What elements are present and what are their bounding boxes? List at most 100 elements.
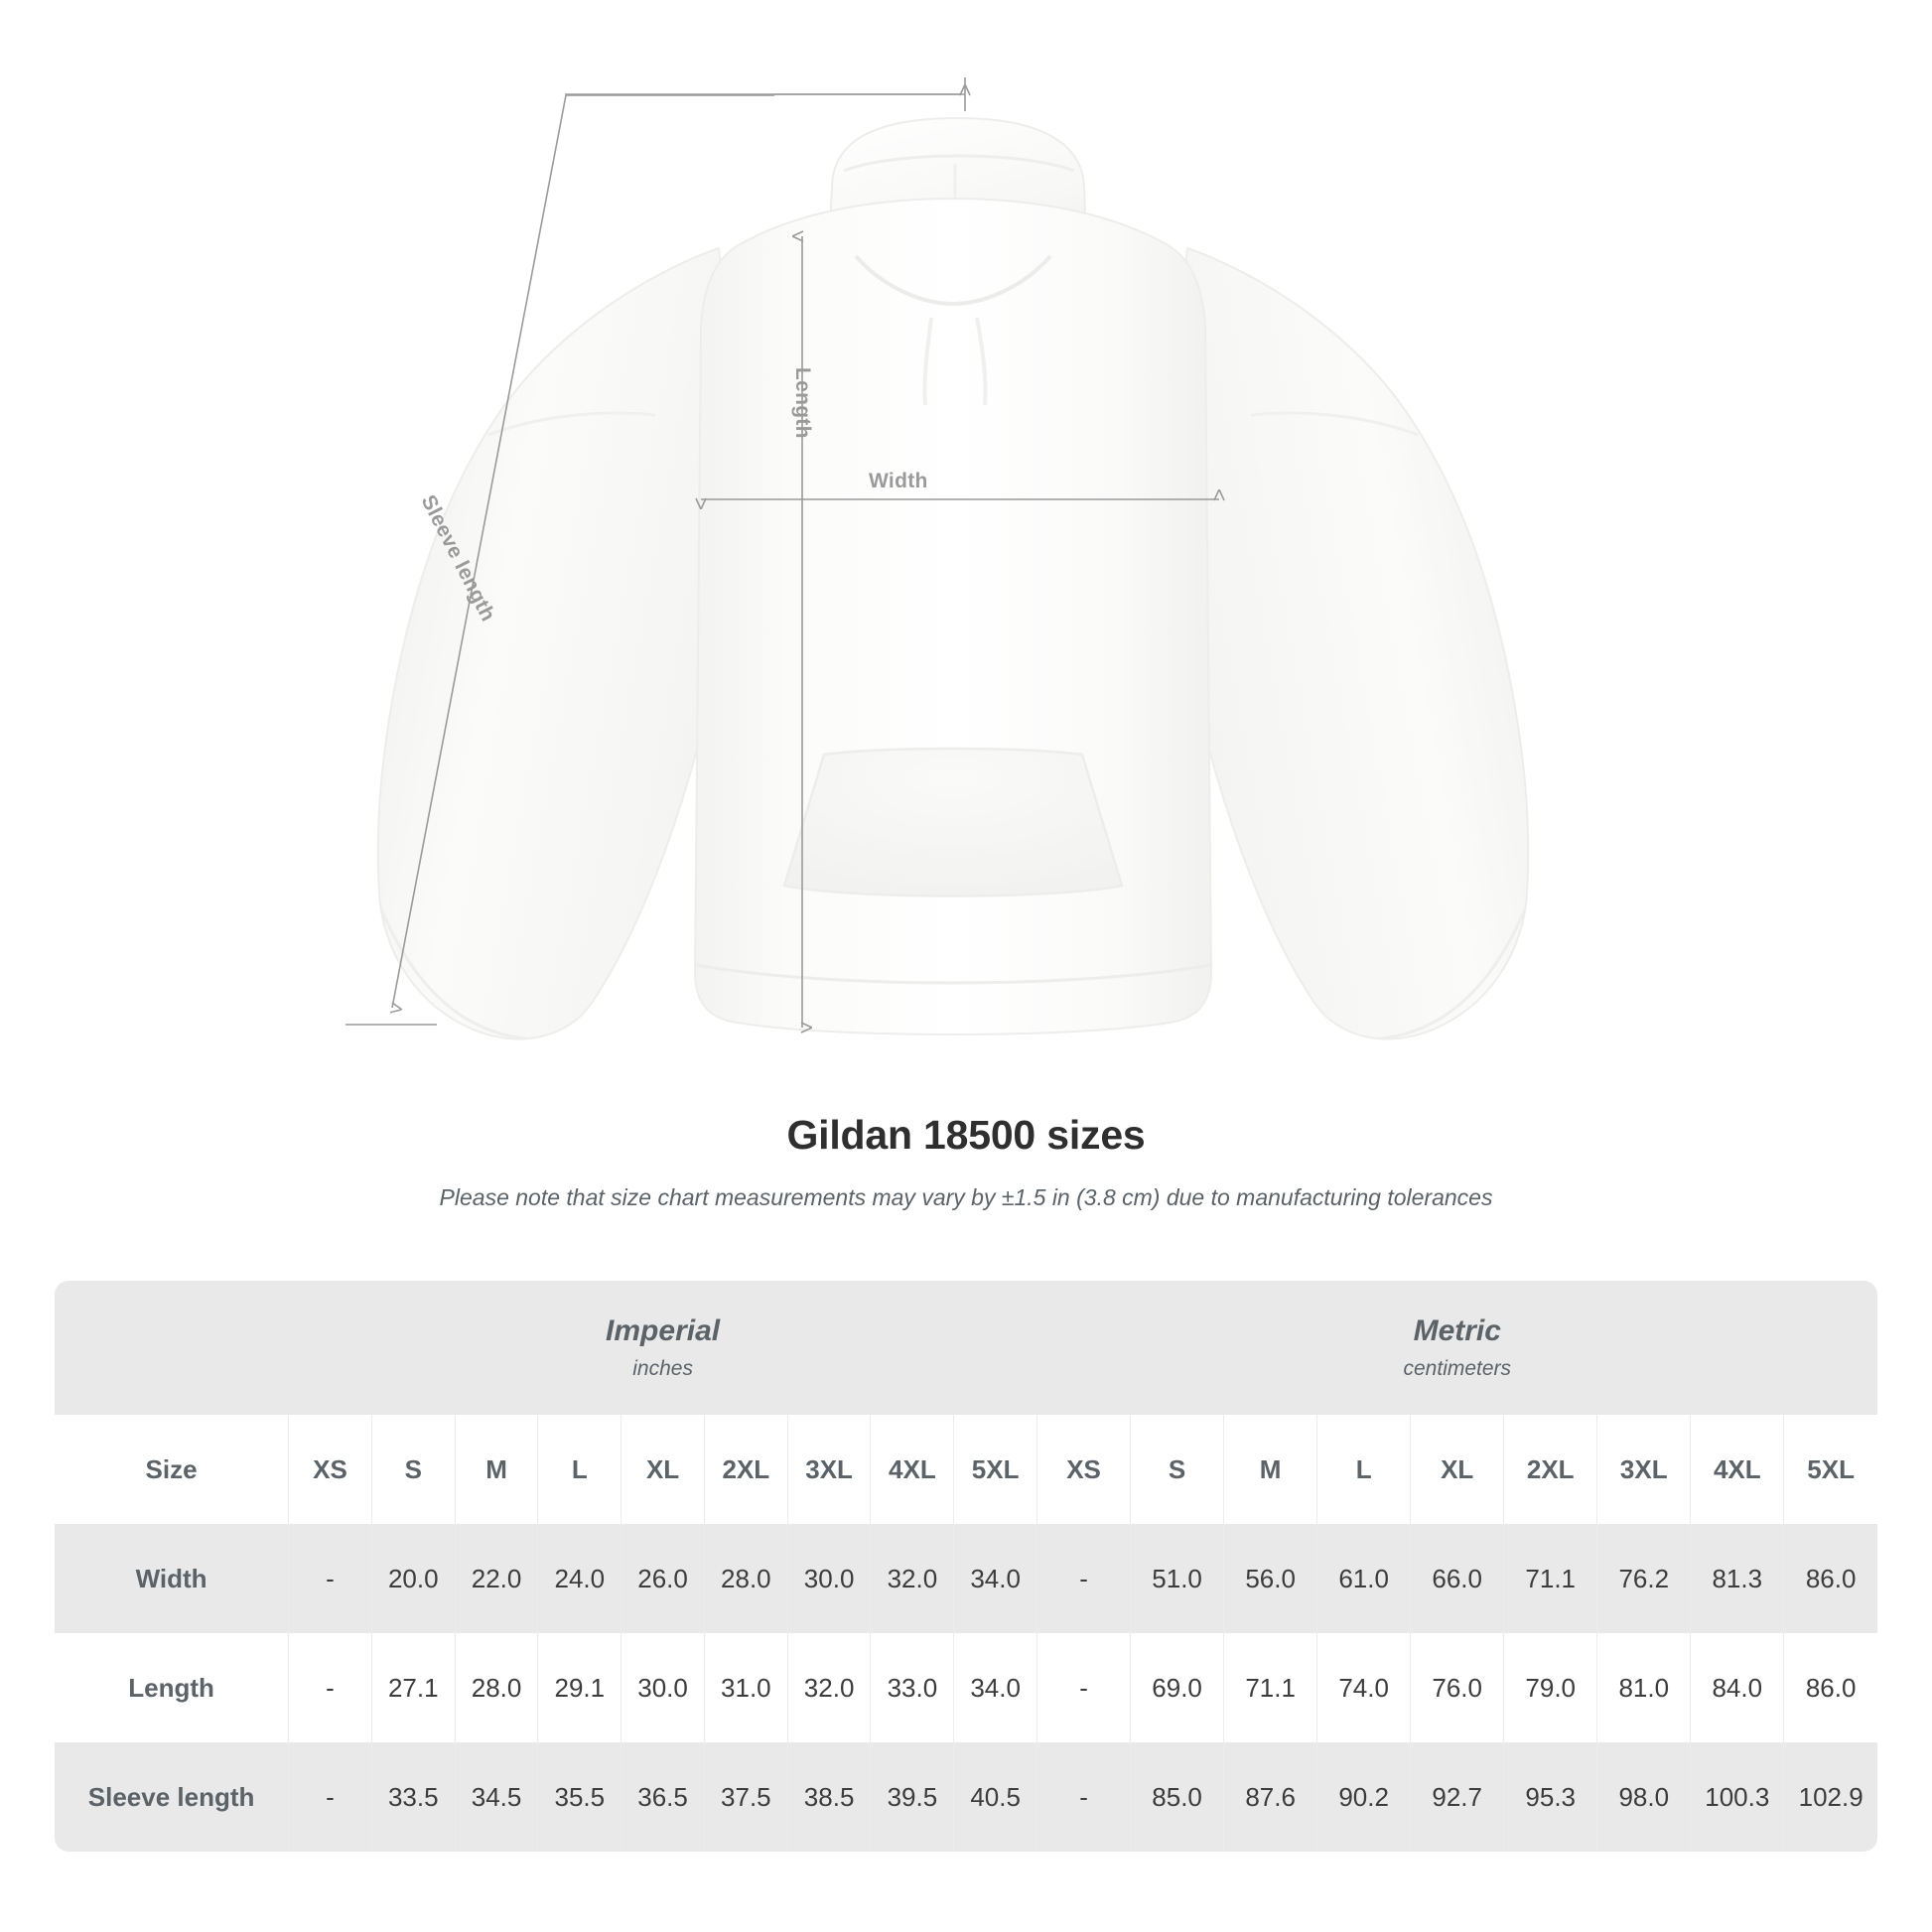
- cell-length-metric-xl: 76.0: [1410, 1633, 1504, 1742]
- page-title: Gildan 18500 sizes: [786, 1112, 1146, 1158]
- cell-length-metric-2xl: 79.0: [1503, 1633, 1597, 1742]
- width-label: Width: [869, 470, 928, 492]
- cell-width-imperial-l: 24.0: [537, 1524, 621, 1633]
- header-size-imperial-s: S: [370, 1415, 456, 1524]
- unit-sub-imperial: inches: [632, 1357, 693, 1380]
- cell-sleeve-length-imperial-5xl: 40.5: [953, 1742, 1037, 1852]
- row-label-sleeve-length: Sleeve length: [55, 1742, 289, 1852]
- cell-length-metric-4xl: 84.0: [1690, 1633, 1784, 1742]
- cell-sleeve-length-imperial-m: 34.5: [454, 1742, 538, 1852]
- cell-width-metric-m: 56.0: [1223, 1524, 1317, 1633]
- cell-width-imperial-2xl: 28.0: [703, 1524, 788, 1633]
- header-size-metric-m: M: [1223, 1415, 1317, 1524]
- header-size-imperial-xl: XL: [621, 1415, 705, 1524]
- cell-length-imperial-l: 29.1: [537, 1633, 621, 1742]
- cell-length-metric-5xl: 86.0: [1783, 1633, 1877, 1742]
- cell-sleeve-length-metric-l: 90.2: [1316, 1742, 1411, 1852]
- cell-sleeve-length-imperial-xs: -: [288, 1742, 372, 1852]
- header-size-imperial-m: M: [454, 1415, 538, 1524]
- length-label: Length: [791, 367, 814, 439]
- cell-width-imperial-xs: -: [288, 1524, 372, 1633]
- header-size-label: Size: [55, 1415, 289, 1524]
- unit-banner-spacer: [55, 1281, 289, 1415]
- table-header-row: Size XS S M L XL 2XL 3XL 4XL 5XL XS S M L XL 2XL 3XL 4XL…: [55, 1415, 1877, 1524]
- unit-sub-metric: centimeters: [1403, 1357, 1512, 1380]
- row-label-width: Width: [55, 1524, 289, 1633]
- cell-sleeve-length-imperial-l: 35.5: [537, 1742, 621, 1852]
- table-row-width: Width -20.0 22.0 24.0 26.0 28.0 30.0 32.0 34.0-…: [55, 1524, 1877, 1633]
- cell-length-imperial-s: 27.1: [370, 1633, 456, 1742]
- cell-length-metric-l: 74.0: [1316, 1633, 1411, 1742]
- header-size-imperial-3xl: 3XL: [786, 1415, 871, 1524]
- cell-sleeve-length-metric-s: 85.0: [1130, 1742, 1224, 1852]
- header-size-metric-4xl: 4XL: [1690, 1415, 1784, 1524]
- header-size-metric-5xl: 5XL: [1783, 1415, 1877, 1524]
- cell-sleeve-length-imperial-s: 33.5: [370, 1742, 456, 1852]
- cell-length-imperial-5xl: 34.0: [953, 1633, 1037, 1742]
- cell-sleeve-length-metric-5xl: 102.9: [1783, 1742, 1877, 1852]
- header-size-metric-xl: XL: [1410, 1415, 1504, 1524]
- cell-sleeve-length-metric-2xl: 95.3: [1503, 1742, 1597, 1852]
- row-label-length: Length: [55, 1633, 289, 1742]
- cell-sleeve-length-imperial-2xl: 37.5: [703, 1742, 788, 1852]
- header-size-metric-2xl: 2XL: [1503, 1415, 1597, 1524]
- size-table-container: Imperial inches Metric centimeters Size …: [55, 1281, 1877, 1852]
- cell-width-metric-4xl: 81.3: [1690, 1524, 1784, 1633]
- cell-length-imperial-2xl: 31.0: [703, 1633, 788, 1742]
- cell-width-metric-5xl: 86.0: [1783, 1524, 1877, 1633]
- cell-length-metric-m: 71.1: [1223, 1633, 1317, 1742]
- unit-name-metric: Metric: [1413, 1314, 1501, 1347]
- hoodie-image: [376, 116, 1530, 1040]
- unit-banner-row: Imperial inches Metric centimeters: [55, 1281, 1877, 1415]
- cell-width-imperial-5xl: 34.0: [953, 1524, 1037, 1633]
- header-size-imperial-l: L: [537, 1415, 621, 1524]
- cell-sleeve-length-metric-xs: -: [1036, 1742, 1131, 1852]
- title-block: Gildan 18500 sizes Please note that size…: [0, 1112, 1932, 1211]
- header-size-imperial-5xl: 5XL: [953, 1415, 1037, 1524]
- table-row-length: Length -27.1 28.0 29.1 30.0 31.0 32.0 33.0 34.0…: [55, 1633, 1877, 1742]
- cell-length-imperial-xs: -: [288, 1633, 372, 1742]
- header-size-metric-3xl: 3XL: [1596, 1415, 1691, 1524]
- cell-length-metric-3xl: 81.0: [1596, 1633, 1691, 1742]
- cell-width-imperial-xl: 26.0: [621, 1524, 705, 1633]
- unit-banner-metric: Metric centimeters: [1036, 1281, 1877, 1415]
- cell-sleeve-length-metric-4xl: 100.3: [1690, 1742, 1784, 1852]
- cell-width-metric-s: 51.0: [1130, 1524, 1224, 1633]
- cell-width-imperial-3xl: 30.0: [786, 1524, 871, 1633]
- table-row-sleeve-length: Sleeve length -33.5 34.5 35.5 36.5 37.5 38.5 3…: [55, 1742, 1877, 1852]
- cell-width-imperial-s: 20.0: [370, 1524, 456, 1633]
- cell-width-imperial-m: 22.0: [454, 1524, 538, 1633]
- tolerance-note: Please note that size chart measurements…: [439, 1184, 1493, 1210]
- cell-width-imperial-4xl: 32.0: [870, 1524, 954, 1633]
- header-size-metric-xs: XS: [1036, 1415, 1131, 1524]
- cell-width-metric-xl: 66.0: [1410, 1524, 1504, 1633]
- cell-sleeve-length-imperial-4xl: 39.5: [870, 1742, 954, 1852]
- cell-length-imperial-3xl: 32.0: [786, 1633, 871, 1742]
- unit-name-imperial: Imperial: [606, 1314, 721, 1347]
- size-table: Imperial inches Metric centimeters Size …: [55, 1281, 1877, 1852]
- cell-sleeve-length-imperial-3xl: 38.5: [786, 1742, 871, 1852]
- unit-banner-imperial: Imperial inches: [288, 1281, 1037, 1415]
- header-size-metric-s: S: [1130, 1415, 1224, 1524]
- cell-length-imperial-xl: 30.0: [621, 1633, 705, 1742]
- header-size-metric-l: L: [1316, 1415, 1411, 1524]
- cell-width-metric-l: 61.0: [1316, 1524, 1411, 1633]
- cell-width-metric-3xl: 76.2: [1596, 1524, 1691, 1633]
- cell-length-imperial-4xl: 33.0: [870, 1633, 954, 1742]
- cell-length-imperial-m: 28.0: [454, 1633, 538, 1742]
- header-size-imperial-4xl: 4XL: [870, 1415, 954, 1524]
- cell-sleeve-length-imperial-xl: 36.5: [621, 1742, 705, 1852]
- cell-width-metric-2xl: 71.1: [1503, 1524, 1597, 1633]
- header-size-imperial-2xl: 2XL: [703, 1415, 788, 1524]
- header-size-imperial-xs: XS: [288, 1415, 372, 1524]
- measurement-annotations: [345, 77, 1932, 1112]
- cell-length-metric-xs: -: [1036, 1633, 1131, 1742]
- sleeve-measure-line: [392, 94, 567, 1008]
- cell-width-metric-xs: -: [1036, 1524, 1131, 1633]
- cell-length-metric-s: 69.0: [1130, 1633, 1224, 1742]
- cell-sleeve-length-metric-xl: 92.7: [1410, 1742, 1504, 1852]
- cell-sleeve-length-metric-3xl: 98.0: [1596, 1742, 1691, 1852]
- cell-sleeve-length-metric-m: 87.6: [1223, 1742, 1317, 1852]
- hoodie-illustration: Length Width Sleeve length: [345, 77, 1932, 1112]
